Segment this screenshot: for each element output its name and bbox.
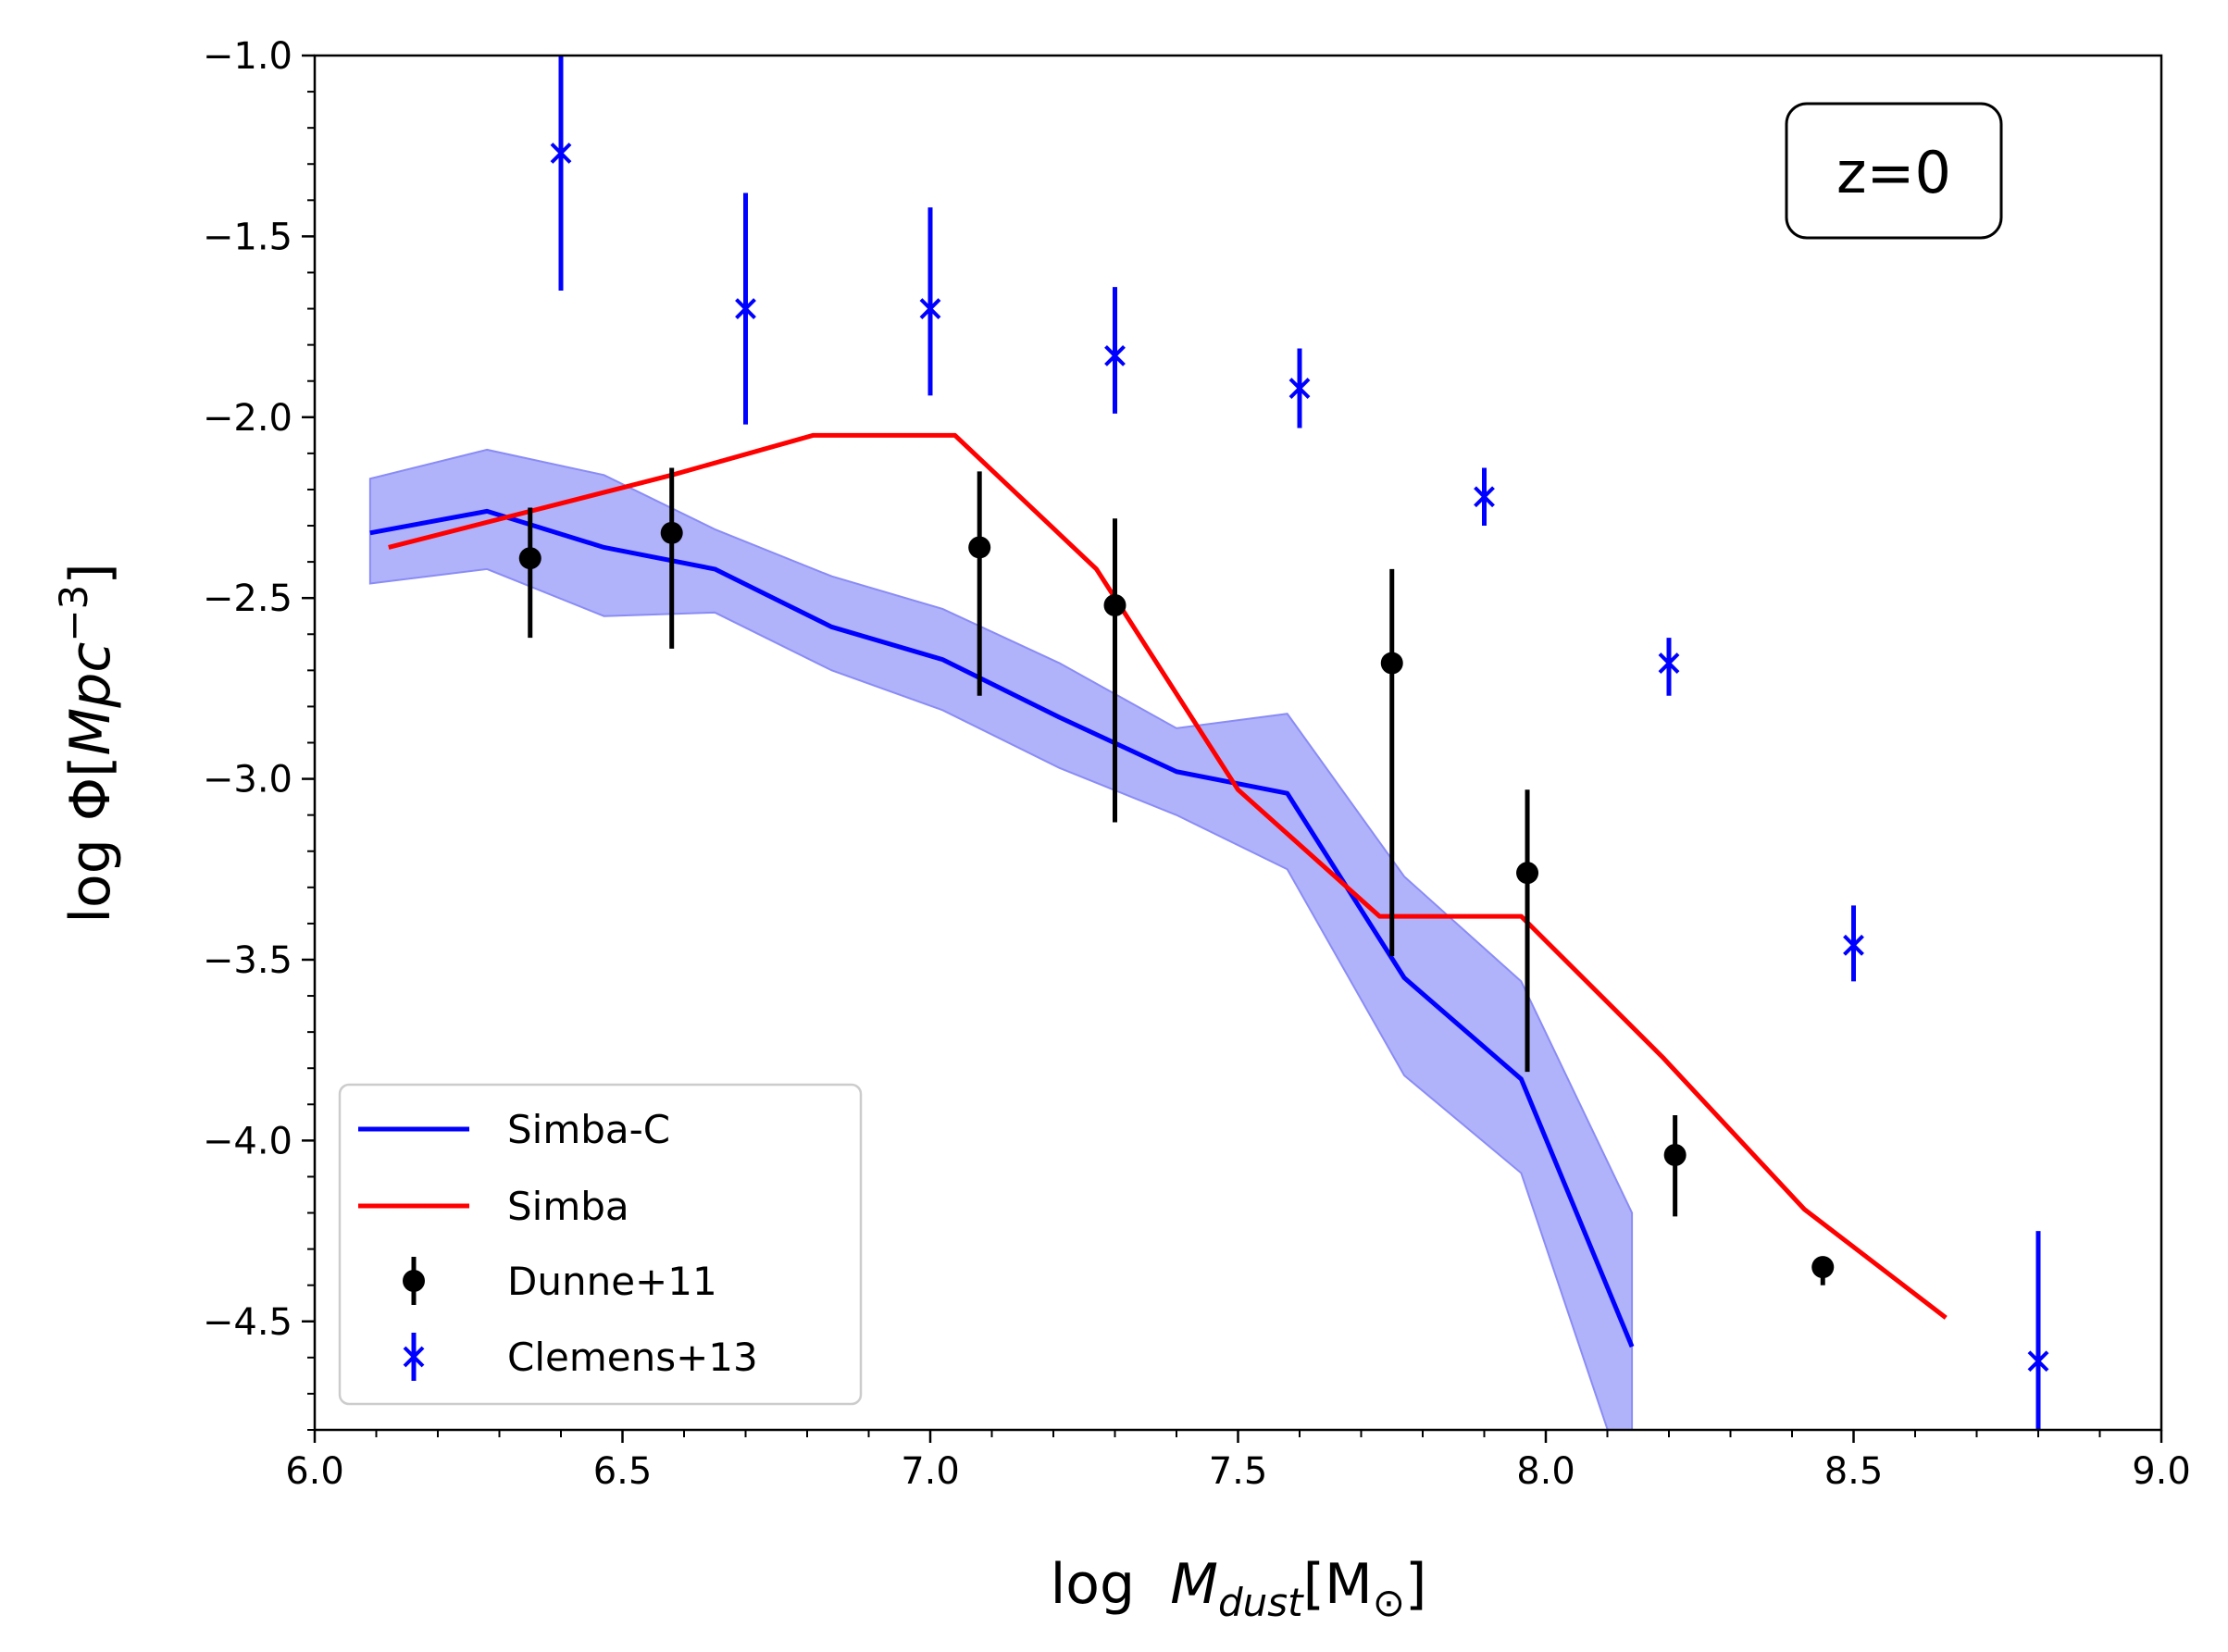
y-axis-label-close: ] xyxy=(58,563,123,584)
clemens-13-marker xyxy=(1474,486,1495,508)
x-tick-label-2: 7.0 xyxy=(901,1450,960,1493)
x-tick-label-6: 9.0 xyxy=(2132,1450,2191,1493)
dunne-11-marker xyxy=(1663,1144,1687,1166)
simba-c-line xyxy=(369,508,1635,1348)
clemens-13-point xyxy=(2027,1231,2049,1430)
clemens-13-marker xyxy=(735,298,756,319)
dunne-11-point xyxy=(1103,518,1126,823)
clemens-13-point xyxy=(1104,287,1126,414)
dunne-11-point xyxy=(1516,789,1539,1073)
clemens-13-marker xyxy=(1104,344,1126,366)
y-tick-label-4: −3.0 xyxy=(203,759,293,801)
clemens-13-marker xyxy=(1843,934,1864,956)
clemens-13-point xyxy=(1288,348,1311,429)
x-tick-label-4: 8.0 xyxy=(1516,1450,1575,1493)
x-tick-label-0: 6.0 xyxy=(285,1450,344,1493)
x-axis-label-bracket: [M xyxy=(1303,1552,1373,1617)
y-tick-label-2: −2.0 xyxy=(203,397,293,440)
x-axis-label-prefix: log xyxy=(1051,1552,1171,1617)
clemens-13-marker xyxy=(1288,378,1311,399)
dunne-11-point xyxy=(1663,1115,1687,1217)
clemens-13-point xyxy=(1658,638,1680,696)
x-axis-label-subscript-2: ⊙ xyxy=(1373,1580,1405,1625)
x-axis-label-close: ] xyxy=(1405,1552,1426,1617)
dunne-11-point xyxy=(518,507,541,639)
dunne-11-marker xyxy=(1811,1256,1835,1279)
legend-swatch-clemens-marker xyxy=(403,1346,425,1368)
legend-label-dunne: Dunne+11 xyxy=(507,1259,717,1304)
x-axis-label-subscript: dust xyxy=(1218,1580,1304,1625)
dunne-11-marker xyxy=(1380,652,1403,675)
clemens-13-point xyxy=(550,56,572,292)
simba-line xyxy=(388,432,1948,1320)
clemens-13-marker xyxy=(1658,652,1680,674)
dunne-11-point xyxy=(968,471,991,696)
clemens-13-point xyxy=(1474,467,1495,527)
clemens-13-point xyxy=(919,207,941,396)
ticks-layer: 6.0 6.5 7.0 7.5 8.0 8.5 9.0 −1.0 −1.5 −2.0 −2.5 −3.… xyxy=(203,35,2191,1493)
y-tick-label-5: −3.5 xyxy=(203,939,293,982)
legend-swatch-dunne-marker xyxy=(403,1270,425,1292)
plot-frame xyxy=(313,54,2163,1432)
y-axis-label-symbol: Mpc xyxy=(58,642,123,756)
y-axis-label-superscript: −3 xyxy=(51,585,96,642)
y-axis-label-prefix: log Φ[ xyxy=(58,756,123,924)
dunne-11-point xyxy=(1380,568,1403,957)
x-axis-label: log Mdust[M⊙] xyxy=(1051,1552,1427,1625)
y-tick-label-0: −1.0 xyxy=(203,35,293,78)
y-tick-label-3: −2.5 xyxy=(203,578,293,620)
dunne-11-marker xyxy=(968,536,991,559)
legend-frame xyxy=(338,1083,863,1406)
clemens-13-point xyxy=(1843,905,1864,982)
annotation-frame xyxy=(1785,102,2003,240)
legend-swatch-clemens xyxy=(403,1333,425,1381)
clemens-13-point xyxy=(735,193,756,425)
dunne-11-marker xyxy=(1516,862,1539,885)
y-tick-label-1: −1.5 xyxy=(203,216,293,258)
legend-label-simba-c: Simba-C xyxy=(507,1107,670,1152)
y-tick-label-7: −4.5 xyxy=(203,1301,293,1344)
x-tick-label-1: 6.5 xyxy=(593,1450,653,1493)
annotation-box: z=0 xyxy=(1785,102,2003,240)
y-tick-label-6: −4.0 xyxy=(203,1120,293,1162)
dunne-11-marker xyxy=(1103,594,1126,616)
x-axis-label-symbol: M xyxy=(1170,1552,1218,1617)
x-tick-label-5: 8.5 xyxy=(1824,1450,1884,1493)
dunne-11-point xyxy=(1811,1256,1835,1286)
x-tick-label-3: 7.5 xyxy=(1209,1450,1268,1493)
legend: Simba-C Simba Dunne+11 Clemens+13 xyxy=(338,1083,863,1406)
dunne-11-marker xyxy=(518,547,541,570)
dunne-11-point xyxy=(660,467,683,649)
annotation-label: z=0 xyxy=(1836,139,1951,206)
legend-label-clemens: Clemens+13 xyxy=(507,1335,758,1380)
legend-swatch-dunne xyxy=(403,1257,425,1305)
legend-label-simba: Simba xyxy=(507,1184,629,1229)
series-layer xyxy=(368,56,2049,1430)
clemens-13-marker xyxy=(919,298,941,319)
dunne-11-marker xyxy=(660,521,683,544)
clemens-13-marker xyxy=(2027,1350,2049,1373)
clemens-13-marker xyxy=(550,143,572,164)
y-axis-label: log Φ[Mpc−3] xyxy=(51,563,123,923)
